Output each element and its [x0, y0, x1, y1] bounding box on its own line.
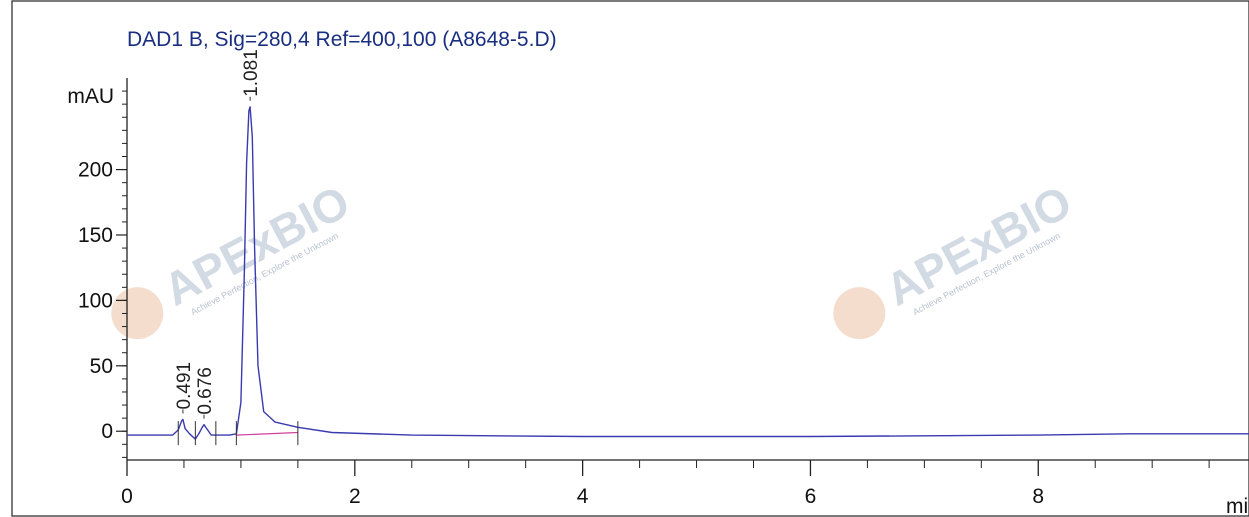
watermark-left: APExBIO Achieve Perfection, Explore the … — [111, 175, 358, 340]
x-tick-label: 4 — [577, 485, 589, 508]
y-tick-label: 100 — [78, 289, 113, 312]
chart-title: DAD1 B, Sig=280,4 Ref=400,100 (A8648-5.D… — [127, 28, 557, 51]
peak-label: 0.491 — [174, 362, 195, 410]
axes: 0 50 100 150 200 0 2 4 6 8 — [78, 78, 1249, 508]
x-axis-unit-label: min — [1226, 495, 1249, 517]
integration-baseline — [236, 431, 298, 436]
watermark-right: APExBIO Achieve Perfection, Explore the … — [833, 175, 1080, 340]
signal-trace — [127, 106, 1249, 440]
y-tick-label: 0 — [101, 420, 113, 443]
y-tick-label: 200 — [78, 159, 113, 182]
y-tick-label: 50 — [90, 355, 113, 378]
peak-labels: 0.491 0.676 1.081 — [174, 49, 262, 419]
peak-label: 0.676 — [195, 367, 216, 415]
y-tick-label: 150 — [78, 224, 113, 247]
watermark-logo-icon — [833, 287, 886, 340]
x-tick-label: 2 — [349, 485, 361, 508]
plot-area — [127, 106, 1249, 446]
x-tick-label: 8 — [1032, 485, 1044, 508]
peak-label: 1.081 — [241, 49, 262, 97]
x-tick-label: 0 — [121, 485, 133, 508]
frame — [11, 0, 1249, 517]
y-axis-unit-label: mAU — [67, 85, 114, 108]
x-tick-label: 6 — [805, 485, 817, 508]
